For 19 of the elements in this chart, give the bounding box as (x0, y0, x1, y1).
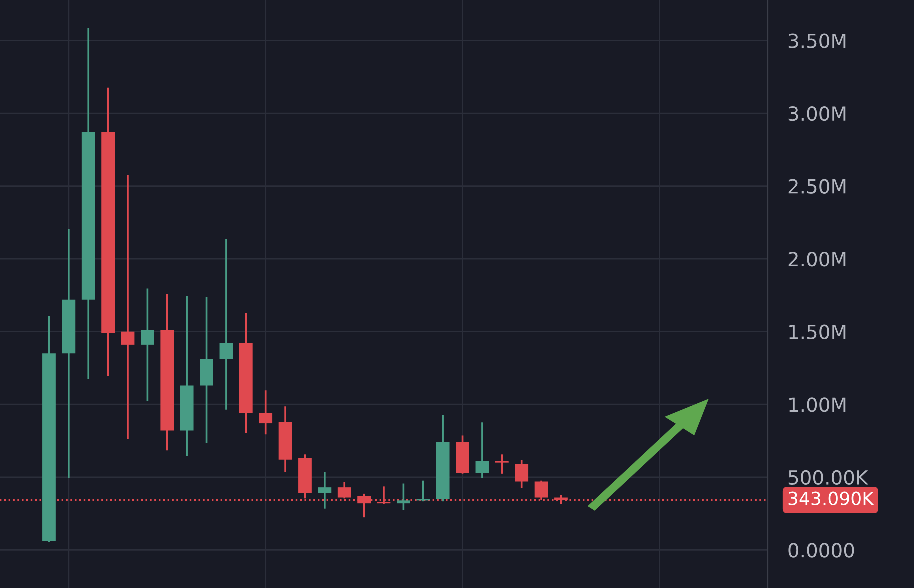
candlestick (476, 422, 490, 478)
y-tick-label: 3.50M (788, 34, 846, 48)
candlestick (396, 484, 410, 510)
candlestick (121, 175, 135, 439)
ref-line-label: 343.090K (788, 492, 874, 506)
candlestick (259, 390, 273, 435)
y-tick-label: 1.00M (790, 398, 846, 412)
candlestick (140, 288, 154, 402)
y-tick-label: 3.00M (788, 106, 846, 122)
y-tick-label: 500.00K (788, 470, 869, 486)
y-tick-label: 0.0000 (788, 543, 854, 558)
candlestick (515, 460, 529, 488)
candlestick (416, 480, 430, 502)
candlestick (318, 472, 332, 509)
y-tick-label: 2.00M (788, 252, 846, 267)
candlestick (495, 454, 509, 474)
y-tick-label: 2.50M (788, 179, 846, 194)
y-tick-label: 1.50M (790, 324, 846, 340)
candlestick (220, 239, 234, 410)
